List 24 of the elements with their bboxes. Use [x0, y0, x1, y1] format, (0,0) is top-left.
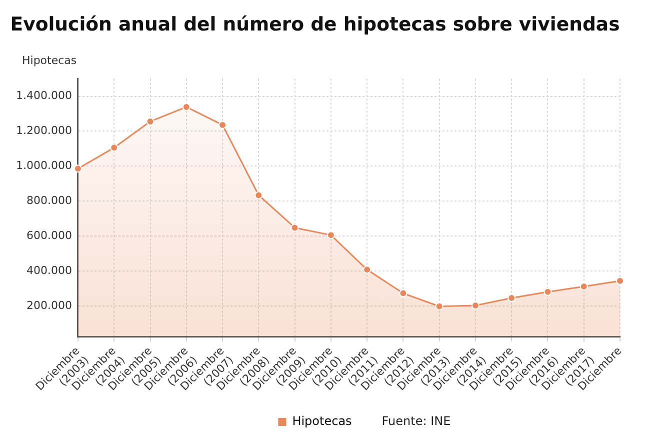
y-tick-label: 200.000 — [26, 298, 72, 312]
point — [580, 282, 588, 290]
y-tick-label: 1.000.000 — [16, 159, 72, 172]
point — [616, 276, 624, 285]
point — [544, 288, 552, 296]
legend-label: Hipotecas — [292, 414, 352, 428]
point — [182, 102, 190, 111]
point — [290, 224, 299, 232]
point — [363, 266, 372, 274]
point — [435, 302, 444, 310]
point — [110, 144, 118, 152]
point — [254, 191, 263, 200]
point — [508, 294, 516, 302]
y-tick-label: 400.000 — [26, 264, 72, 277]
y-tick-label: 600.000 — [26, 228, 72, 242]
point — [399, 289, 408, 298]
chart-title: Evolución anual del número de hipotecas sobre viviendas — [10, 13, 620, 36]
y-tick-label: 800.000 — [26, 194, 72, 208]
source-note: Fuente: INE — [382, 414, 451, 428]
y-axis-title: Hipotecas — [22, 54, 77, 68]
point — [471, 302, 480, 310]
y-tick-label: 1.400.000 — [16, 89, 72, 102]
y-tick-label: 1.200.000 — [16, 124, 72, 138]
point — [326, 231, 335, 240]
